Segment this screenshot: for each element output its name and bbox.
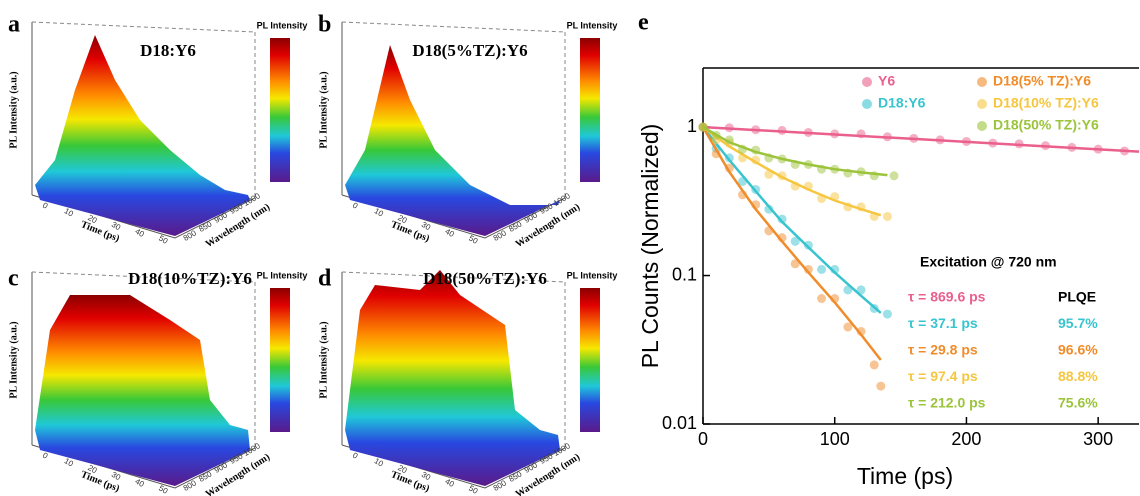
z-axis-label: PL Intensity (a.u.) [8, 71, 19, 148]
time-tick-label: 0 [41, 201, 50, 211]
y-axis-label: PL Counts (Normalized) [637, 124, 663, 369]
lifetime-label: τ = 869.6 ps [908, 289, 986, 305]
colorbar [270, 288, 290, 432]
lifetime-label: τ = 29.8 ps [908, 342, 978, 358]
lifetime-label: τ = 37.1 ps [908, 315, 978, 331]
box-edge [341, 21, 566, 33]
annotation: Excitation @ 720 nm [920, 254, 1057, 270]
data-point [817, 294, 827, 304]
time-tick-label: 0 [351, 201, 360, 211]
panel-title: D18(50%TZ):Y6 [423, 269, 547, 288]
plqe-label: 95.7% [1058, 315, 1098, 331]
fit-line [702, 126, 882, 314]
box-edge [31, 271, 256, 283]
legend-label: D18(50% TZ):Y6 [993, 117, 1099, 133]
legend-label: Y6 [878, 73, 895, 89]
data-point [777, 214, 787, 224]
data-point [882, 309, 892, 319]
legend-marker [977, 121, 987, 131]
colorbar [580, 288, 600, 432]
data-point [790, 236, 800, 246]
annotation: PLQE [1058, 289, 1096, 305]
x-tick-label: 200 [951, 429, 981, 449]
data-point [889, 171, 899, 181]
x-tick-label: 0 [698, 429, 708, 449]
panel-label: a [8, 12, 20, 38]
surface-panel: PL Intensity d D18(50%TZ):Y6 PL Intensity (… [318, 266, 617, 496]
pl-surface [345, 270, 560, 486]
box-edge [31, 21, 256, 33]
colorbar [580, 38, 600, 182]
colorbar [270, 38, 290, 182]
z-axis-label: PL Intensity (a.u.) [8, 321, 19, 398]
data-point [882, 211, 892, 221]
colorbar-label: PL Intensity [567, 270, 618, 280]
z-axis-label: PL Intensity (a.u.) [318, 321, 329, 398]
legend-label: D18(5% TZ):Y6 [993, 73, 1091, 89]
x-tick-label: 300 [1083, 429, 1113, 449]
data-point [790, 259, 800, 269]
lifetime-label: τ = 212.0 ps [908, 395, 986, 411]
fit-line [701, 126, 882, 361]
legend-marker [862, 77, 872, 87]
x-axis-label: Time (ps) [857, 463, 953, 489]
colorbar-label: PL Intensity [567, 20, 618, 30]
panel-label: d [318, 266, 332, 292]
time-tick-label: 0 [41, 451, 50, 461]
legend-label: D18:Y6 [878, 95, 926, 111]
colorbar-label: PL Intensity [257, 20, 308, 30]
box-edge [341, 271, 566, 283]
lifetime-label: τ = 97.4 ps [908, 368, 978, 384]
data-point [764, 204, 774, 214]
legend-marker [977, 77, 987, 87]
y-tick-label: 0.01 [662, 413, 697, 433]
wavelength-tick-label: 950 [538, 201, 555, 216]
legend-marker [862, 99, 872, 109]
fit-line [702, 125, 1140, 153]
y-tick-label: 0.1 [672, 264, 697, 284]
legend-marker [977, 99, 987, 109]
panel-title: D18:Y6 [140, 41, 196, 60]
time-tick-label: 0 [351, 451, 360, 461]
data-point [869, 360, 879, 370]
fit-line [702, 126, 882, 217]
z-axis-label: PL Intensity (a.u.) [318, 71, 329, 148]
x-tick-label: 100 [820, 429, 850, 449]
surface-panel: PL Intensity b D18(5%TZ):Y6 PL Intensity (a… [318, 12, 617, 250]
panel-label: e [638, 10, 649, 36]
y-tick-label: 1 [687, 116, 697, 136]
data-point [817, 264, 827, 274]
plqe-label: 88.8% [1058, 368, 1098, 384]
legend-label: D18(10% TZ):Y6 [993, 95, 1099, 111]
pl-surface [35, 295, 250, 486]
data-point [803, 240, 813, 250]
plqe-label: 96.6% [1058, 342, 1098, 358]
fit-line [702, 126, 888, 177]
pl-surface [35, 35, 250, 236]
plqe-label: 75.6% [1058, 395, 1098, 411]
colorbar-label: PL Intensity [257, 270, 308, 280]
data-point [843, 322, 853, 332]
panel-title: D18(10%TZ):Y6 [128, 269, 252, 288]
panel-label: c [8, 266, 19, 292]
panel-label: b [318, 12, 331, 38]
surface-panel: PL Intensity c D18(10%TZ):Y6 PL Intensity (… [8, 266, 307, 496]
data-point [876, 381, 886, 391]
pl-surface [345, 45, 560, 236]
panel-title: D18(5%TZ):Y6 [412, 41, 527, 60]
